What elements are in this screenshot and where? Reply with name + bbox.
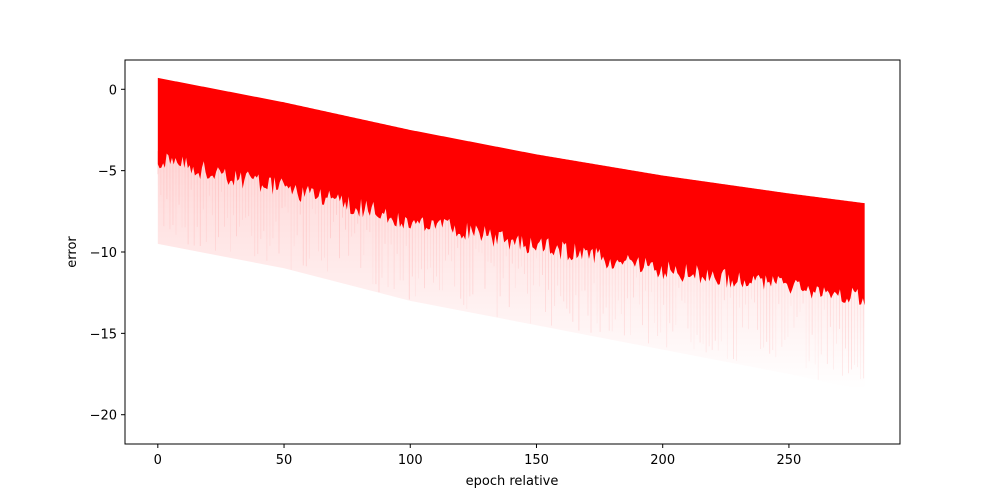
x-axis: 0 50 100 150 200 250 <box>154 444 802 468</box>
y-tick-label: −10 <box>90 246 117 261</box>
y-axis-title: error <box>65 236 80 268</box>
sparse-error-region <box>157 151 865 391</box>
x-axis-title: epoch relative <box>466 474 559 489</box>
y-tick-label: −20 <box>90 409 117 424</box>
y-tick-label: −5 <box>98 165 117 180</box>
x-tick-label: 150 <box>524 453 549 468</box>
y-tick-label: −15 <box>90 327 117 342</box>
y-axis: 0 −5 −10 −15 −20 <box>90 83 125 424</box>
x-tick-label: 50 <box>276 453 293 468</box>
y-tick-label: 0 <box>109 83 117 98</box>
x-tick-label: 100 <box>398 453 423 468</box>
x-tick-label: 0 <box>154 453 162 468</box>
data-layer <box>157 77 865 391</box>
x-tick-label: 200 <box>650 453 675 468</box>
dense-error-band <box>157 77 865 306</box>
x-tick-label: 250 <box>777 453 802 468</box>
